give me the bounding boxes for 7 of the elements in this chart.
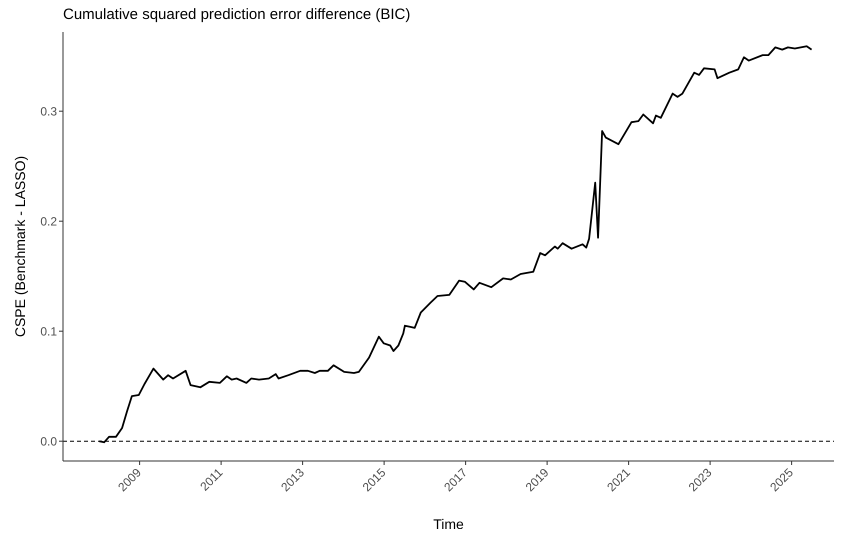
chart-title: Cumulative squared prediction error difference (BIC) (63, 6, 410, 23)
x-axis-title: Time (433, 516, 464, 532)
y-tick-label: 0.1 (40, 324, 58, 338)
y-tick-label: 0.2 (40, 214, 58, 228)
y-tick-label: 0.3 (40, 104, 58, 118)
y-tick-label: 0.0 (40, 434, 58, 448)
y-axis-title: CSPE (Benchmark - LASSO) (12, 156, 28, 338)
